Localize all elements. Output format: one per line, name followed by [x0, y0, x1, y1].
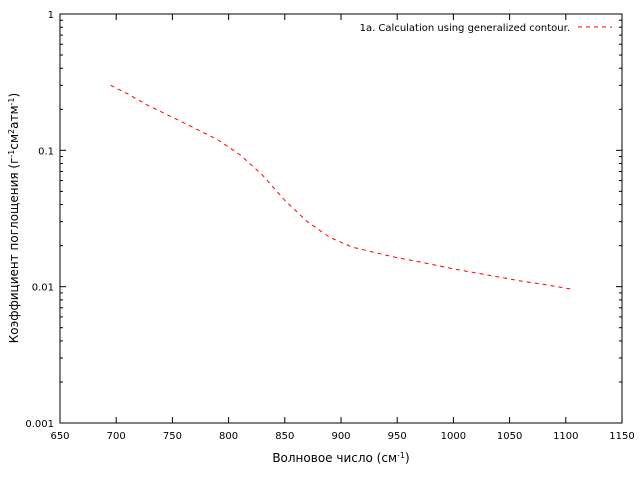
- x-tick-label: 1100: [553, 431, 578, 442]
- y-axis-label-s3: -1: [7, 97, 16, 105]
- y-axis-label-p2: см: [7, 134, 21, 150]
- x-axis-label-sup: -1: [397, 451, 405, 460]
- x-tick-label: 900: [331, 431, 350, 442]
- y-axis-label-s2: 2: [7, 129, 16, 134]
- y-axis-label-s1: -1: [7, 150, 16, 158]
- series-line: [110, 84, 572, 290]
- y-axis-label-p3: атм: [7, 105, 21, 128]
- x-tick-label: 950: [388, 431, 407, 442]
- legend-label: 1a. Calculation using generalized contou…: [360, 23, 570, 34]
- legend: 1a. Calculation using generalized contou…: [360, 23, 612, 34]
- ticks: [59, 13, 623, 424]
- x-tick-label: 850: [275, 431, 294, 442]
- x-tick-label: 1000: [441, 431, 466, 442]
- x-tick-label: 1050: [497, 431, 522, 442]
- x-tick-label: 800: [219, 431, 238, 442]
- y-axis-label-p1: Коэффициент поглощения (г: [7, 158, 21, 344]
- tick-labels: 650 700 750 800 850 900 950 1000 1050 1100 1150 0.0…: [25, 10, 634, 442]
- y-axis-label: Коэффициент поглощения (г-1см2атм-1): [7, 93, 22, 343]
- x-axis-label-base: Волновое число (см: [272, 451, 397, 465]
- y-axis-label-p4: ): [7, 93, 21, 98]
- y-tick-label: 0.1: [38, 146, 54, 157]
- y-tick-label: 0.01: [32, 283, 54, 294]
- x-tick-label: 650: [50, 431, 69, 442]
- series-layer: [110, 84, 572, 290]
- y-tick-label: 0.001: [25, 419, 54, 430]
- plot-frame: [59, 13, 623, 424]
- x-axis-label: Волновое число (см-1): [272, 451, 409, 466]
- x-tick-label: 750: [163, 431, 182, 442]
- x-tick-label: 700: [107, 431, 126, 442]
- y-tick-label: 1: [48, 10, 54, 21]
- x-tick-label: 1150: [609, 431, 634, 442]
- x-axis-label-tail: ): [405, 451, 410, 465]
